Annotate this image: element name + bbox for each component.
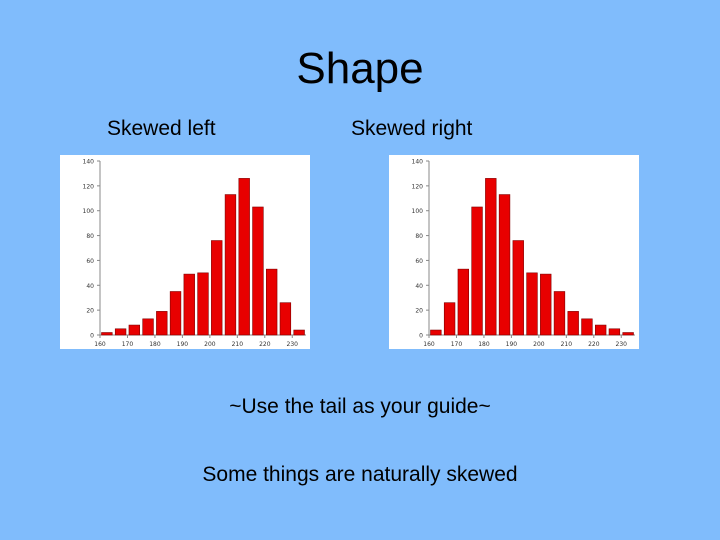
x-tick-label: 220 [259, 341, 271, 348]
histogram-bar [595, 324, 607, 336]
skewed-left-chart: 0 20 40 60 80 100 120 140 160 170 180 190 200 210 220 2… [60, 155, 310, 349]
x-tick-label: 160 [94, 341, 106, 348]
skewed-left-histogram: 0 20 40 60 80 100 120 140 160 170 180 190 200 210 220 2… [83, 159, 306, 348]
skewed-right-chart: 0 20 40 60 80 100 120 140 160 170 180 190 200 210 220 2… [389, 155, 639, 349]
histogram-bar [457, 268, 470, 336]
skewed-left-label: Skewed left [107, 117, 216, 140]
x-tick-label: 180 [478, 341, 490, 348]
x-tick-label: 200 [204, 341, 216, 348]
y-tick-label: 80 [86, 233, 94, 240]
histogram-bar [128, 324, 141, 336]
histogram-bar [485, 178, 497, 336]
histogram-bar [608, 328, 621, 336]
histogram-bar [197, 272, 209, 336]
histogram-bar [443, 302, 456, 336]
y-tick-label: 20 [415, 308, 423, 315]
slide-title: Shape [296, 44, 424, 93]
y-tick-label: 0 [419, 333, 423, 340]
y-tick-label: 20 [86, 308, 94, 315]
histogram-bar [114, 328, 127, 336]
histogram-bar [252, 206, 264, 336]
x-tick-label: 220 [588, 341, 600, 348]
y-tick-label: 60 [415, 258, 423, 265]
y-tick-label: 140 [83, 159, 95, 166]
histogram-bar [512, 240, 524, 336]
y-tick-label: 120 [412, 183, 424, 190]
histogram-bar [293, 329, 305, 336]
x-tick-label: 190 [506, 341, 518, 348]
histogram-bar [156, 311, 168, 336]
x-tick-label: 200 [533, 341, 545, 348]
x-tick-label: 210 [561, 341, 573, 348]
y-tick-label: 60 [86, 258, 94, 265]
y-tick-label: 80 [415, 233, 423, 240]
histogram-bar [169, 291, 182, 336]
histogram-bar [526, 272, 538, 336]
histogram-bar [553, 291, 566, 336]
histogram-bar [581, 318, 593, 336]
y-tick-label: 40 [415, 283, 423, 290]
histogram-bar [471, 206, 483, 336]
histogram-bar [224, 194, 237, 336]
histogram-bar [101, 332, 113, 336]
histogram-bar [183, 273, 195, 336]
histogram-bar [238, 178, 250, 336]
y-tick-label: 100 [83, 208, 95, 215]
histogram-bar [142, 318, 154, 336]
histogram-bar [430, 329, 442, 336]
x-tick-label: 170 [122, 341, 134, 348]
x-tick-label: 180 [149, 341, 161, 348]
skewed-right-label: Skewed right [351, 117, 473, 140]
x-tick-label: 170 [451, 341, 463, 348]
histogram-bar [567, 311, 579, 336]
histogram-bar [211, 240, 223, 336]
histogram-bar [622, 332, 634, 336]
y-tick-label: 0 [90, 333, 94, 340]
guide-text: ~Use the tail as your guide~ [229, 395, 491, 418]
x-tick-label: 190 [177, 341, 189, 348]
skewed-right-histogram: 0 20 40 60 80 100 120 140 160 170 180 190 200 210 220 2… [412, 159, 635, 348]
histogram-bar [266, 268, 278, 336]
y-tick-label: 120 [83, 183, 95, 190]
y-tick-label: 140 [412, 159, 424, 166]
x-tick-label: 230 [616, 341, 628, 348]
note-text: Some things are naturally skewed [202, 463, 518, 486]
histogram-bar [498, 194, 511, 336]
x-tick-label: 230 [287, 341, 299, 348]
y-tick-label: 40 [86, 283, 94, 290]
histogram-bar [279, 302, 292, 336]
y-tick-label: 100 [412, 208, 424, 215]
x-tick-label: 210 [232, 341, 244, 348]
histogram-bar [540, 273, 552, 336]
x-tick-label: 160 [423, 341, 435, 348]
